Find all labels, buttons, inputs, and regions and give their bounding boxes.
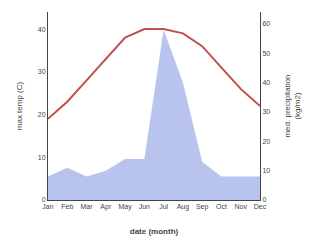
svg-text:10: 10 [38, 154, 46, 161]
svg-text:50: 50 [262, 50, 270, 57]
svg-text:Feb: Feb [61, 203, 73, 210]
svg-text:0: 0 [42, 196, 46, 203]
svg-text:20: 20 [38, 111, 46, 118]
svg-text:Aug: Aug [177, 203, 190, 211]
svg-text:30: 30 [38, 68, 46, 75]
svg-text:40: 40 [262, 79, 270, 86]
svg-text:Apr: Apr [100, 203, 112, 211]
svg-text:med. precipitation(kg/m2): med. precipitation(kg/m2) [283, 74, 302, 137]
svg-text:40: 40 [38, 26, 46, 33]
svg-text:May: May [118, 203, 132, 211]
svg-text:20: 20 [262, 138, 270, 145]
svg-text:Oct: Oct [216, 203, 227, 210]
svg-text:Jan: Jan [42, 203, 53, 210]
svg-text:date (month): date (month) [130, 227, 179, 236]
svg-text:0: 0 [262, 196, 266, 203]
svg-text:60: 60 [262, 20, 270, 27]
svg-text:Sep: Sep [196, 203, 209, 211]
svg-text:Jul: Jul [159, 203, 168, 210]
svg-text:Dec: Dec [254, 203, 267, 210]
svg-text:30: 30 [262, 108, 270, 115]
svg-text:Mar: Mar [81, 203, 94, 210]
svg-text:Nov: Nov [235, 203, 248, 210]
svg-text:10: 10 [262, 167, 270, 174]
svg-text:Jun: Jun [139, 203, 150, 210]
svg-text:max temp (C): max temp (C) [15, 81, 24, 130]
